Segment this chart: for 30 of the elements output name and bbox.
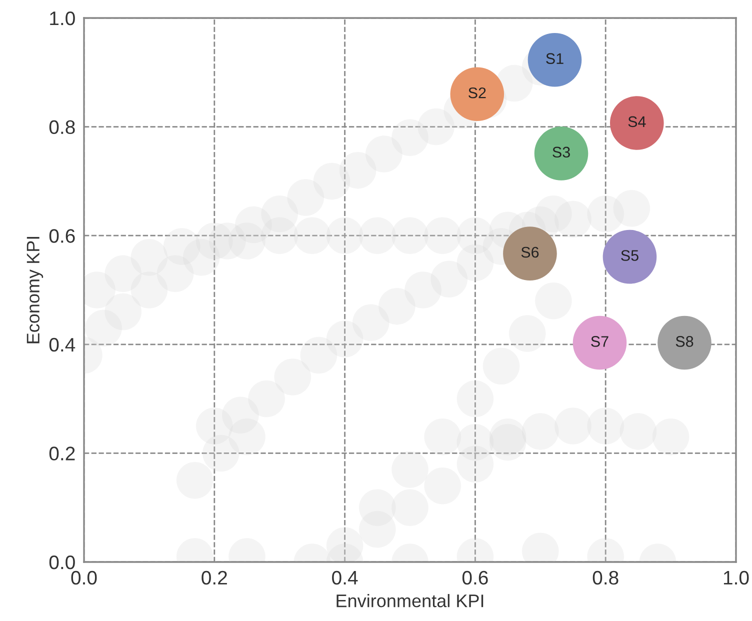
series-label: S1 (546, 53, 564, 64)
y-tick-label: 0.6 (49, 229, 75, 243)
x-tick-label: 0.6 (462, 570, 488, 585)
x-axis-title: Environmental KPI (336, 594, 484, 608)
x-tick-label: 0.0 (71, 570, 97, 585)
point (610, 96, 664, 150)
y-tick-label: 0.8 (49, 120, 75, 134)
series-label: S6 (521, 246, 539, 258)
x-tick-label: 0.8 (592, 570, 618, 585)
series-label: S7 (591, 336, 608, 347)
y-tick-label: 1.0 (50, 11, 75, 26)
y-tick-label: 0.0 (49, 555, 75, 570)
y-tick-label: 0.2 (49, 446, 75, 460)
series-label: S4 (628, 116, 646, 128)
point (528, 32, 582, 87)
point (534, 126, 588, 180)
point (450, 67, 504, 122)
point (572, 316, 627, 370)
y-axis-title: Economy KPI (26, 236, 44, 344)
point (602, 230, 657, 284)
series-label: S8 (676, 336, 694, 347)
point (658, 316, 712, 370)
series-label: S2 (468, 87, 486, 98)
x-tick-label: 0.2 (202, 570, 227, 585)
y-tick-label: 0.4 (49, 338, 76, 352)
series-label: S3 (552, 146, 570, 158)
x-tick-label: 0.4 (332, 570, 358, 585)
point (503, 226, 557, 280)
series-label: S5 (621, 250, 638, 261)
x-tick-label: 1.0 (724, 570, 749, 585)
